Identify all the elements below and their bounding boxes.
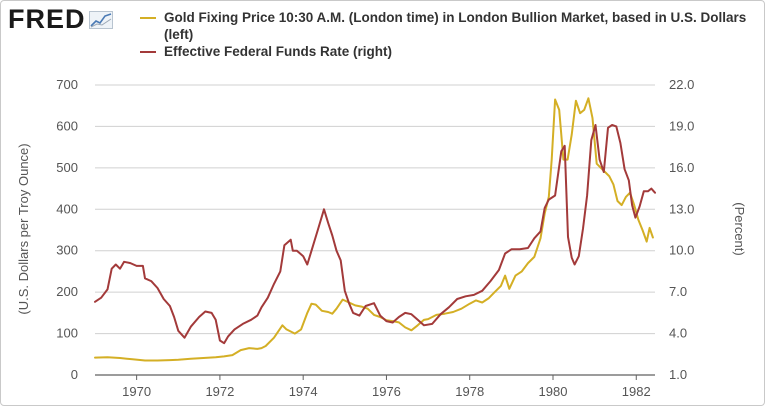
- x-tick-label: 1970: [122, 384, 151, 399]
- fred-logo[interactable]: FRED: [8, 4, 113, 34]
- legend-swatch-fedfunds: [140, 51, 156, 53]
- grid-layer: [95, 84, 655, 376]
- x-tick-label: 1982: [622, 384, 651, 399]
- y-right-tick-label: 16.0: [669, 160, 694, 175]
- legend-item-fedfunds: Effective Federal Funds Rate (right): [140, 43, 755, 60]
- y-right-tick-label: 19.0: [669, 118, 694, 133]
- y-right-tick-label: 4.0: [669, 326, 687, 341]
- legend-swatch-gold: [140, 17, 156, 19]
- y-left-tick-label: 700: [56, 77, 78, 92]
- y-left-tick-label: 0: [71, 367, 78, 382]
- chart-legend: Gold Fixing Price 10:30 A.M. (London tim…: [140, 9, 755, 60]
- y-right-axis-label: (Percent): [732, 202, 747, 255]
- y-left-tick-labels: 0 100 200 300 400 500 600 700: [56, 77, 78, 382]
- fred-logo-text: FRED: [8, 4, 86, 34]
- x-tick-label: 1976: [372, 384, 401, 399]
- graph-icon: [88, 11, 113, 29]
- y-left-axis-label: (U.S. Dollars per Troy Ounce): [16, 143, 31, 314]
- y-left-tick-label: 300: [56, 243, 78, 258]
- legend-item-gold: Gold Fixing Price 10:30 A.M. (London tim…: [140, 9, 755, 43]
- y-left-tick-label: 500: [56, 160, 78, 175]
- y-right-tick-labels: 1.0 4.0 7.0 10.0 13.0 16.0 19.0 22.0: [669, 77, 694, 382]
- series-line-fedfunds: [94, 124, 656, 345]
- legend-label-gold: Gold Fixing Price 10:30 A.M. (London tim…: [164, 10, 747, 42]
- y-right-tick-label: 10.0: [669, 243, 694, 258]
- y-left-tick-label: 100: [56, 326, 78, 341]
- y-left-tick-label: 600: [56, 118, 78, 133]
- x-tick-labels: 1970 1972 1974 1976 1978 1980 1982: [122, 375, 651, 399]
- y-right-tick-label: 22.0: [669, 77, 694, 92]
- x-tick-label: 1978: [455, 384, 484, 399]
- x-tick-label: 1974: [289, 384, 318, 399]
- x-tick-label: 1980: [539, 384, 568, 399]
- legend-label-fedfunds: Effective Federal Funds Rate (right): [164, 44, 393, 59]
- y-left-tick-label: 400: [56, 201, 78, 216]
- x-tick-label: 1972: [205, 384, 234, 399]
- series-layer: [94, 97, 656, 362]
- y-right-tick-label: 13.0: [669, 201, 694, 216]
- y-left-tick-label: 200: [56, 284, 78, 299]
- y-right-tick-label: 1.0: [669, 367, 687, 382]
- y-right-tick-label: 7.0: [669, 284, 687, 299]
- series-line-gold: [94, 97, 654, 362]
